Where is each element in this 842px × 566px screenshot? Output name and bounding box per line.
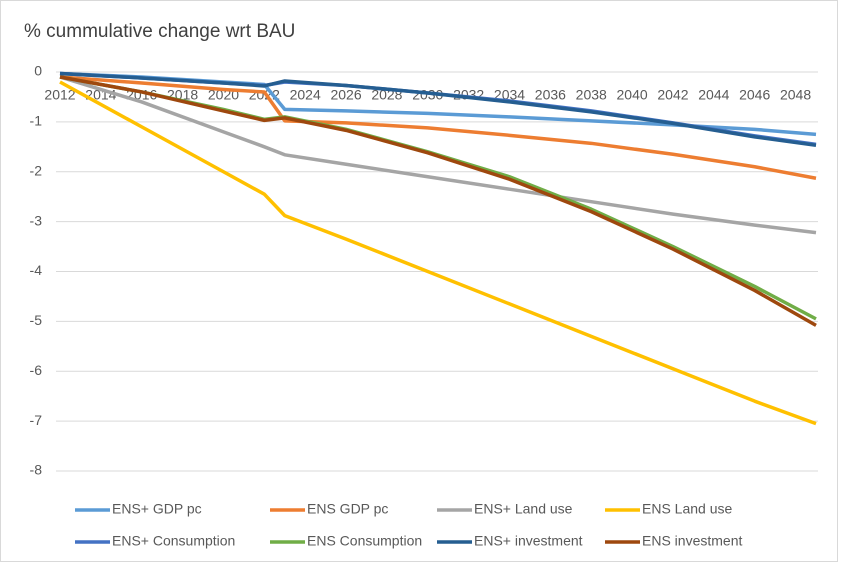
legend-label: ENS investment — [642, 533, 742, 549]
legend-label: ENS+ GDP pc — [112, 501, 202, 517]
x-tick-label: 2036 — [535, 87, 566, 103]
legend-label: ENS GDP pc — [307, 501, 388, 517]
legend-label: ENS+ Land use — [474, 501, 573, 517]
legend-label: ENS+ Consumption — [112, 533, 235, 549]
chart-title: % cummulative change wrt BAU — [24, 21, 295, 42]
series-line — [59, 75, 817, 235]
y-tick-label: 0 — [34, 63, 42, 79]
x-tick-label: 2026 — [330, 87, 361, 103]
x-tick-label: 2046 — [739, 87, 770, 103]
x-tick-label: 2044 — [698, 87, 729, 103]
x-tick-label: 2024 — [290, 87, 321, 103]
x-tick-label: 2040 — [617, 87, 648, 103]
y-tick-label: -3 — [30, 212, 43, 228]
series-line — [59, 71, 817, 148]
series-line — [59, 80, 817, 426]
series-line — [59, 75, 817, 180]
y-tick-label: -7 — [30, 412, 43, 428]
legend-label: ENS Land use — [642, 501, 732, 517]
x-tick-label: 2042 — [657, 87, 688, 103]
y-tick-label: -8 — [30, 462, 43, 478]
x-tick-label: 2038 — [576, 87, 607, 103]
y-tick-label: -1 — [30, 113, 43, 129]
legend-label: ENS+ investment — [474, 533, 583, 549]
y-tick-label: -4 — [30, 262, 43, 278]
y-tick-label: -2 — [30, 162, 43, 178]
series-line — [59, 75, 817, 327]
x-tick-label: 2048 — [780, 87, 811, 103]
x-tick-label: 2012 — [44, 87, 75, 103]
y-tick-label: -5 — [30, 312, 43, 328]
y-tick-label: -6 — [30, 362, 43, 378]
legend-label: ENS Consumption — [307, 533, 422, 549]
